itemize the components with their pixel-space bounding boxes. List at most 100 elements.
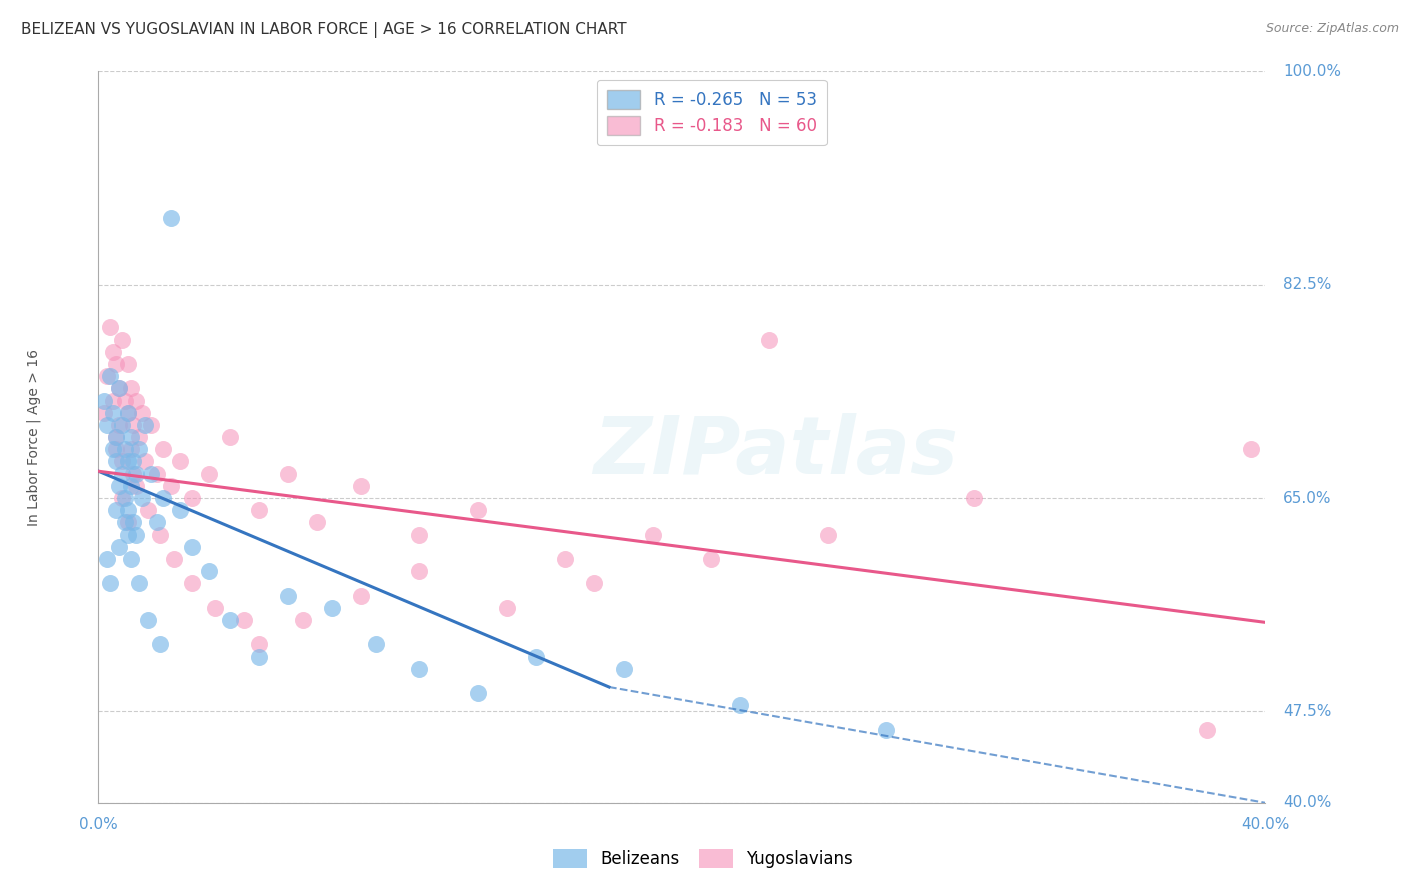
Legend: Belizeans, Yugoslavians: Belizeans, Yugoslavians	[547, 842, 859, 875]
Point	[641, 527, 664, 541]
Point	[350, 589, 373, 603]
Point	[128, 576, 150, 591]
Point	[96, 552, 118, 566]
Point	[125, 393, 148, 408]
Point	[146, 467, 169, 481]
Point	[700, 552, 723, 566]
Point	[120, 430, 142, 444]
Text: 47.5%: 47.5%	[1282, 704, 1331, 719]
Point	[120, 552, 142, 566]
Point	[98, 320, 121, 334]
Point	[247, 649, 270, 664]
Point	[101, 442, 124, 457]
Point	[139, 467, 162, 481]
Point	[583, 576, 606, 591]
Point	[408, 662, 430, 676]
Point	[218, 613, 240, 627]
Point	[1195, 723, 1218, 737]
Point	[134, 454, 156, 468]
Point	[204, 600, 226, 615]
Point	[160, 211, 183, 225]
Point	[321, 600, 343, 615]
Point	[612, 662, 634, 676]
Point	[149, 637, 172, 651]
Point	[98, 576, 121, 591]
Text: 40.0%: 40.0%	[1241, 817, 1289, 832]
Text: In Labor Force | Age > 16: In Labor Force | Age > 16	[27, 349, 42, 525]
Point	[111, 454, 134, 468]
Point	[169, 454, 191, 468]
Point	[114, 442, 136, 457]
Point	[198, 564, 221, 578]
Text: ZIPatlas: ZIPatlas	[593, 413, 957, 491]
Text: 0.0%: 0.0%	[79, 817, 118, 832]
Point	[554, 552, 576, 566]
Point	[350, 479, 373, 493]
Point	[122, 454, 145, 468]
Text: 82.5%: 82.5%	[1282, 277, 1331, 293]
Point	[218, 430, 240, 444]
Point	[122, 467, 145, 481]
Point	[149, 527, 172, 541]
Point	[120, 479, 142, 493]
Point	[277, 467, 299, 481]
Point	[104, 357, 127, 371]
Legend: R = -0.265   N = 53, R = -0.183   N = 60: R = -0.265 N = 53, R = -0.183 N = 60	[598, 79, 827, 145]
Point	[758, 333, 780, 347]
Point	[111, 491, 134, 505]
Point	[169, 503, 191, 517]
Point	[125, 467, 148, 481]
Point	[104, 503, 127, 517]
Point	[114, 393, 136, 408]
Point	[730, 698, 752, 713]
Text: 40.0%: 40.0%	[1282, 796, 1331, 810]
Point	[117, 516, 139, 530]
Point	[117, 454, 139, 468]
Point	[962, 491, 984, 505]
Point	[108, 479, 131, 493]
Point	[104, 442, 127, 457]
Point	[125, 479, 148, 493]
Point	[291, 613, 314, 627]
Point	[247, 503, 270, 517]
Point	[96, 369, 118, 384]
Point	[408, 564, 430, 578]
Point	[496, 600, 519, 615]
Point	[104, 454, 127, 468]
Point	[117, 406, 139, 420]
Point	[467, 503, 489, 517]
Point	[120, 442, 142, 457]
Point	[101, 344, 124, 359]
Point	[128, 430, 150, 444]
Point	[117, 406, 139, 420]
Point	[233, 613, 256, 627]
Point	[277, 589, 299, 603]
Point	[180, 540, 202, 554]
Point	[180, 491, 202, 505]
Point	[198, 467, 221, 481]
Point	[93, 406, 115, 420]
Point	[136, 503, 159, 517]
Point	[128, 442, 150, 457]
Point	[101, 393, 124, 408]
Text: 65.0%: 65.0%	[1282, 491, 1331, 506]
Point	[117, 503, 139, 517]
Point	[114, 491, 136, 505]
Point	[117, 527, 139, 541]
Point	[111, 467, 134, 481]
Text: 100.0%: 100.0%	[1282, 64, 1341, 78]
Point	[1240, 442, 1263, 457]
Point	[408, 527, 430, 541]
Point	[120, 381, 142, 395]
Point	[117, 357, 139, 371]
Point	[134, 417, 156, 432]
Point	[108, 381, 131, 395]
Point	[146, 516, 169, 530]
Point	[104, 430, 127, 444]
Text: Source: ZipAtlas.com: Source: ZipAtlas.com	[1265, 22, 1399, 36]
Point	[111, 417, 134, 432]
Point	[122, 516, 145, 530]
Point	[467, 686, 489, 700]
Text: BELIZEAN VS YUGOSLAVIAN IN LABOR FORCE | AGE > 16 CORRELATION CHART: BELIZEAN VS YUGOSLAVIAN IN LABOR FORCE |…	[21, 22, 627, 38]
Point	[98, 369, 121, 384]
